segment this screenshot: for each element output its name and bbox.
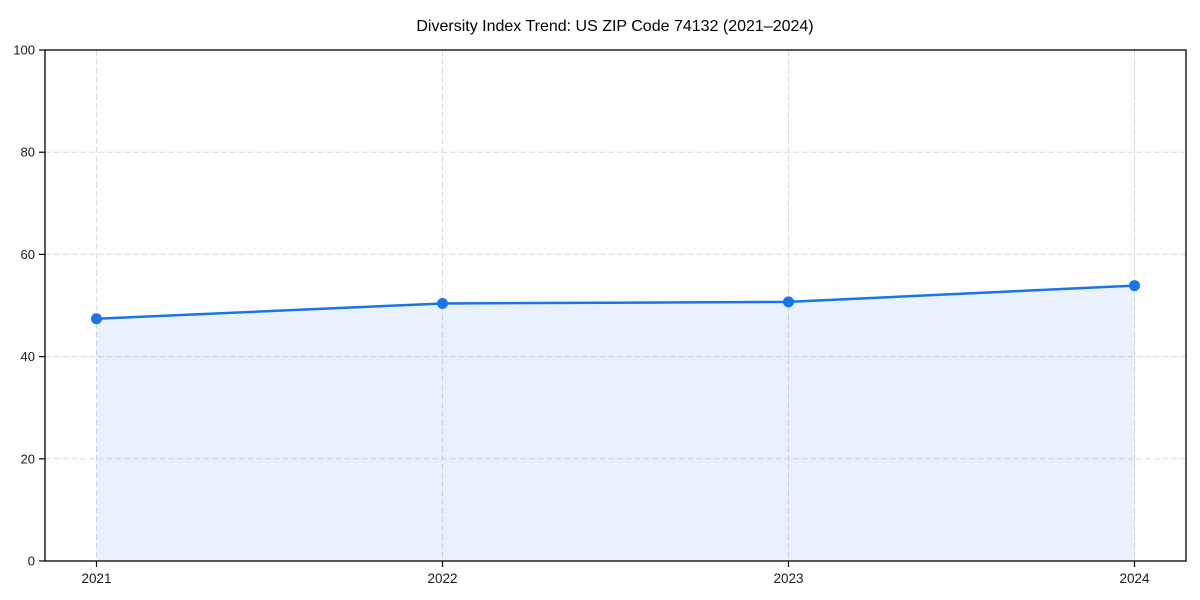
x-tick-label-2022: 2022 — [427, 571, 457, 586]
x-tick-label-2023: 2023 — [773, 571, 803, 586]
y-tick-label-80: 80 — [21, 145, 35, 160]
area-fill — [96, 285, 1135, 561]
y-tick-label-60: 60 — [21, 247, 35, 262]
tick-label-layer: 0 20 40 60 80 100 2021 2022 2023 2024 — [13, 43, 1150, 587]
x-tick-label-2021: 2021 — [81, 571, 111, 586]
area-fill-layer — [96, 285, 1135, 561]
trend-line — [95, 284, 1136, 321]
data-point-2023 — [783, 296, 794, 308]
y-tick-label-100: 100 — [13, 43, 35, 58]
data-point-2021 — [91, 313, 102, 325]
data-point-2024 — [1129, 280, 1140, 292]
data-point-2022 — [437, 297, 448, 309]
y-tick-label-0: 0 — [28, 554, 35, 569]
y-tick-label-40: 40 — [21, 349, 35, 364]
plot-frame — [44, 49, 1187, 562]
data-point-layer — [91, 280, 1140, 325]
axes-layer — [39, 49, 1187, 567]
x-tick-label-2024: 2024 — [1119, 571, 1150, 586]
y-tick-label-20: 20 — [21, 451, 35, 466]
trend-line-layer — [95, 284, 1136, 321]
chart-title: Diversity Index Trend: US ZIP Code 74132… — [416, 18, 813, 35]
